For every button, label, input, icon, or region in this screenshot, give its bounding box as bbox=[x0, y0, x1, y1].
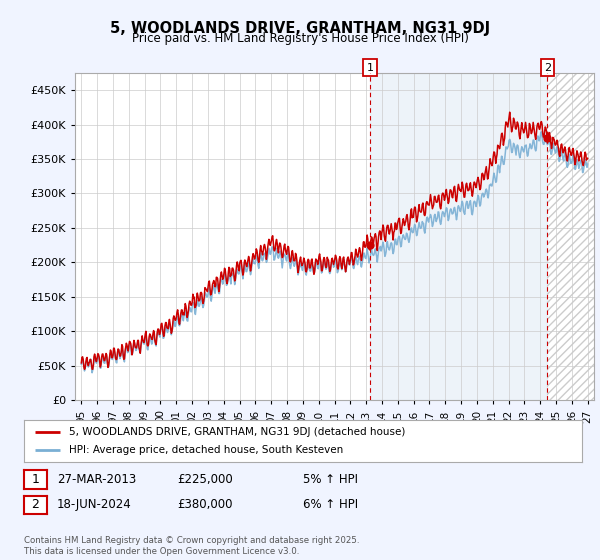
Text: 5, WOODLANDS DRIVE, GRANTHAM, NG31 9DJ (detached house): 5, WOODLANDS DRIVE, GRANTHAM, NG31 9DJ (… bbox=[68, 427, 405, 437]
Text: £225,000: £225,000 bbox=[177, 473, 233, 486]
Text: 2: 2 bbox=[544, 63, 551, 73]
Text: 18-JUN-2024: 18-JUN-2024 bbox=[57, 498, 132, 511]
Bar bbox=[547, 73, 596, 400]
Bar bbox=[370, 73, 547, 400]
Text: 5, WOODLANDS DRIVE, GRANTHAM, NG31 9DJ: 5, WOODLANDS DRIVE, GRANTHAM, NG31 9DJ bbox=[110, 21, 490, 36]
Text: 5% ↑ HPI: 5% ↑ HPI bbox=[303, 473, 358, 486]
Text: £380,000: £380,000 bbox=[177, 498, 233, 511]
Text: HPI: Average price, detached house, South Kesteven: HPI: Average price, detached house, Sout… bbox=[68, 445, 343, 455]
Bar bbox=[547, 73, 596, 400]
Text: 2: 2 bbox=[31, 498, 40, 511]
Text: 1: 1 bbox=[367, 63, 374, 73]
Text: 1: 1 bbox=[31, 473, 40, 486]
Text: Contains HM Land Registry data © Crown copyright and database right 2025.
This d: Contains HM Land Registry data © Crown c… bbox=[24, 536, 359, 556]
Text: Price paid vs. HM Land Registry's House Price Index (HPI): Price paid vs. HM Land Registry's House … bbox=[131, 32, 469, 45]
Text: 6% ↑ HPI: 6% ↑ HPI bbox=[303, 498, 358, 511]
Text: 27-MAR-2013: 27-MAR-2013 bbox=[57, 473, 136, 486]
